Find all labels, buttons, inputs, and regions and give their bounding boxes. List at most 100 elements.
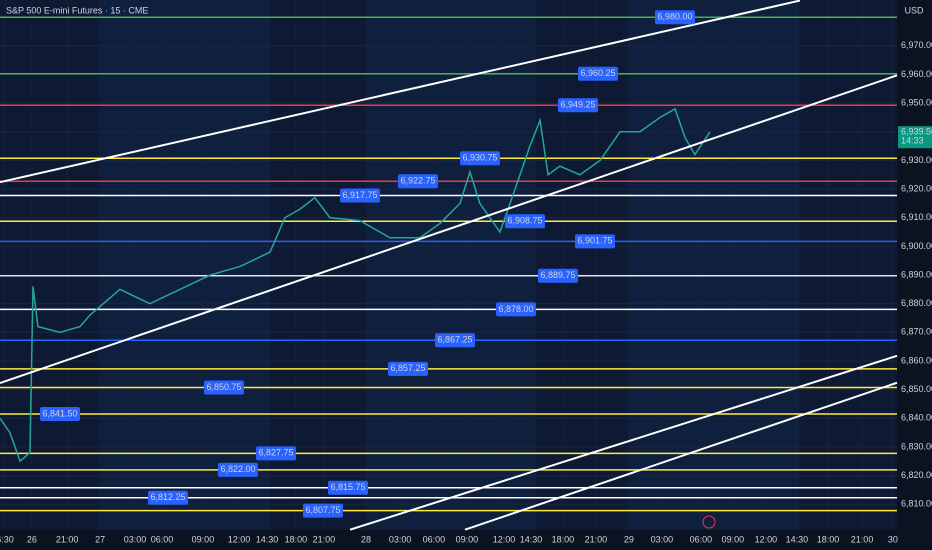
x-tick-label: 21:00 <box>851 534 874 544</box>
x-tick-label: 12:00 <box>493 534 516 544</box>
x-tick-label: 06:00 <box>423 534 446 544</box>
y-tick-label: 6,960.00 <box>901 69 932 79</box>
chart-title: S&P 500 E-mini Futures · 15 · CME <box>6 5 148 15</box>
level-label: 6,878.00 <box>498 304 533 314</box>
level-label: 6,922.75 <box>400 176 435 186</box>
price-axis <box>897 0 932 550</box>
marks <box>0 0 898 531</box>
x-tick-label: 18:00 <box>552 534 575 544</box>
x-tick-label: 29 <box>624 534 634 544</box>
x-tick-label: 12:00 <box>755 534 778 544</box>
level-badge <box>388 361 428 376</box>
time-axis <box>0 530 932 550</box>
level-badge <box>538 268 578 283</box>
x-tick-label: 03:00 <box>124 534 147 544</box>
trend-line <box>349 354 898 531</box>
level-badge <box>460 151 500 166</box>
level-label: 6,841.50 <box>42 408 77 418</box>
level-badge <box>256 446 296 461</box>
level-label: 6,930.75 <box>462 153 497 163</box>
y-tick-label: 6,950.00 <box>901 98 932 108</box>
level-badge <box>505 214 545 229</box>
x-tick-label: 30 <box>888 534 898 544</box>
price-line <box>0 107 711 463</box>
level-badge <box>340 188 380 203</box>
last-price-label: 6,939.50 <box>901 127 932 137</box>
x-tick-label: 14:30 <box>256 534 279 544</box>
y-tick-label: 6,890.00 <box>901 269 932 279</box>
level-label: 6,850.75 <box>206 382 241 392</box>
x-tick-label: 27 <box>95 534 105 544</box>
x-tick-label: 14:30 <box>520 534 543 544</box>
x-tick-label: 28 <box>361 534 371 544</box>
level-badge <box>655 10 695 25</box>
trend-line <box>0 74 898 384</box>
level-badge <box>328 480 368 495</box>
level-badge <box>435 333 475 348</box>
level-label: 6,980.00 <box>657 12 692 22</box>
level-label: 6,812.25 <box>150 492 185 502</box>
level-label: 6,827.75 <box>258 448 293 458</box>
level-label: 6,889.75 <box>540 270 575 280</box>
x-tick-label: 21:00 <box>56 534 79 544</box>
y-tick-label: 6,900.00 <box>901 241 932 251</box>
level-badge <box>575 234 615 249</box>
y-tick-label: 6,880.00 <box>901 298 932 308</box>
x-tick-label: 21:00 <box>585 534 608 544</box>
last-price-badge <box>898 126 932 149</box>
y-tick-label: 6,820.00 <box>901 470 932 480</box>
level-label: 6,949.25 <box>560 100 595 110</box>
level-badge <box>398 174 438 189</box>
x-tick-label: 21:00 <box>313 534 336 544</box>
x-tick-label: 09:00 <box>722 534 745 544</box>
x-tick-label: 03:00 <box>651 534 674 544</box>
session-band <box>366 0 536 530</box>
y-tick-label: 6,910.00 <box>901 212 932 222</box>
currency[interactable]: USD <box>904 5 924 15</box>
x-tick-label: 03:00 <box>389 534 412 544</box>
alert-icon[interactable] <box>702 515 716 529</box>
x-tick-label: 09:00 <box>192 534 215 544</box>
y-tick-label: 6,920.00 <box>901 183 932 193</box>
level-badge <box>578 66 618 81</box>
level-badge <box>558 98 598 113</box>
level-badge <box>148 490 188 505</box>
level-badge <box>303 503 343 518</box>
level-label: 6,857.25 <box>390 363 425 373</box>
session-band <box>629 0 799 530</box>
x-tick-label: 12:00 <box>228 534 251 544</box>
x-tick-label: 06:00 <box>151 534 174 544</box>
y-tick-label: 6,840.00 <box>901 413 932 423</box>
level-label: 6,867.25 <box>437 335 472 345</box>
countdown: 14:33 <box>901 136 924 146</box>
trend-line <box>0 0 801 184</box>
y-tick-label: 6,850.00 <box>901 384 932 394</box>
level-badge <box>40 406 80 421</box>
y-tick-label: 6,860.00 <box>901 355 932 365</box>
x-tick-label: 18:00 <box>285 534 308 544</box>
x-tick-label: 09:00 <box>456 534 479 544</box>
level-label: 6,822.00 <box>220 464 255 474</box>
y-tick-label: 6,830.00 <box>901 441 932 451</box>
x-tick-label: 6:30 <box>0 534 14 544</box>
level-label: 6,807.75 <box>305 505 340 515</box>
level-badge <box>218 462 258 477</box>
y-tick-label: 6,810.00 <box>901 499 932 509</box>
x-tick-label: 06:00 <box>690 534 713 544</box>
level-label: 6,908.75 <box>507 216 542 226</box>
level-label: 6,917.75 <box>342 190 377 200</box>
y-tick-label: 6,870.00 <box>901 327 932 337</box>
level-badge <box>496 302 536 317</box>
x-tick-label: 14:30 <box>786 534 809 544</box>
y-tick-label: 6,930.00 <box>901 155 932 165</box>
x-tick-label: 18:00 <box>817 534 840 544</box>
level-badge <box>204 380 244 395</box>
level-label: 6,901.75 <box>577 236 612 246</box>
level-label: 6,815.75 <box>330 482 365 492</box>
y-tick-label: 6,970.00 <box>901 40 932 50</box>
x-tick-label: 26 <box>27 534 37 544</box>
trend-line <box>464 381 898 531</box>
level-label: 6,960.25 <box>580 68 615 78</box>
